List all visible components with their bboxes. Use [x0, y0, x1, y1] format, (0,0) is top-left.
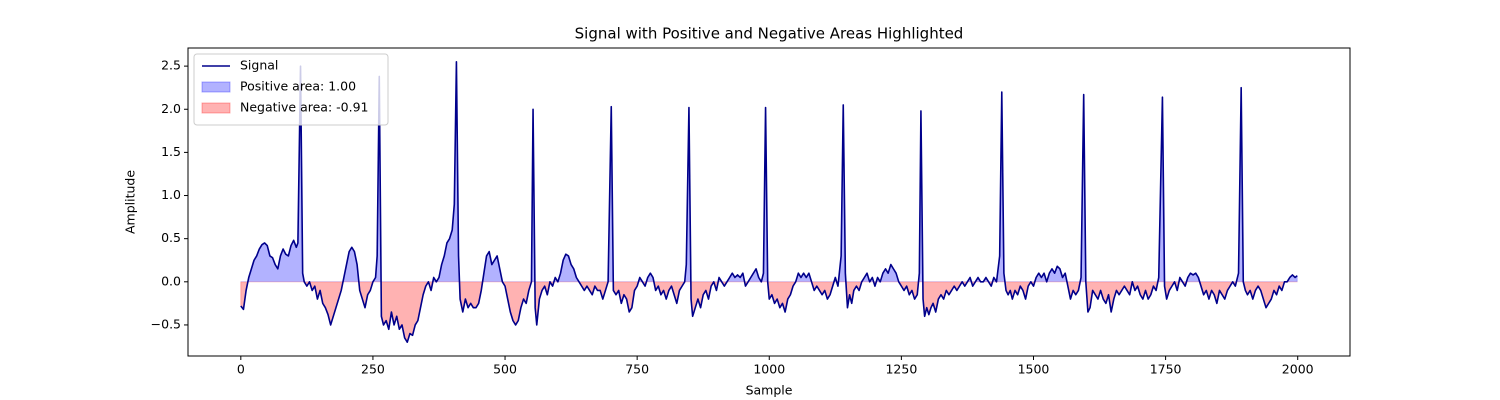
- y-tick-label: 1.0: [161, 187, 181, 202]
- x-tick-label: 1750: [1150, 362, 1182, 377]
- legend-swatch: [201, 81, 231, 93]
- legend-label: Signal: [240, 58, 278, 73]
- legend: Signal Positive area: 1.00 Negative area: …: [193, 53, 389, 126]
- legend-label: Positive area: 1.00: [240, 79, 356, 94]
- legend-label: Negative area: -0.91: [240, 100, 368, 115]
- area-fill: [240, 61, 1298, 282]
- y-tick-label: 2.0: [161, 101, 181, 116]
- legend-swatch: [201, 102, 231, 114]
- y-tick-label: 1.5: [161, 144, 181, 159]
- x-tick-label: 250: [361, 362, 385, 377]
- area-fill: [240, 281, 1298, 344]
- x-tick-label: 1500: [1018, 362, 1050, 377]
- x-tick-label: 2000: [1282, 362, 1314, 377]
- y-tick-label: 2.5: [161, 58, 181, 73]
- signal-line: [240, 61, 1298, 343]
- x-tick-label: 750: [625, 362, 649, 377]
- x-axis-label: Sample: [746, 383, 793, 398]
- axes-frame: [187, 47, 1351, 357]
- y-axis-label: Amplitude: [123, 170, 138, 234]
- chart-title: Signal with Positive and Negative Areas …: [575, 25, 964, 43]
- y-tick-label: −0.5: [151, 316, 181, 331]
- y-tick-label: 0.0: [161, 273, 181, 288]
- x-tick-label: 1250: [885, 362, 917, 377]
- x-tick-label: 1000: [753, 362, 785, 377]
- legend-box: [193, 53, 389, 126]
- x-tick-label: 0: [237, 362, 245, 377]
- y-tick-label: 0.5: [161, 230, 181, 245]
- x-tick-label: 500: [493, 362, 517, 377]
